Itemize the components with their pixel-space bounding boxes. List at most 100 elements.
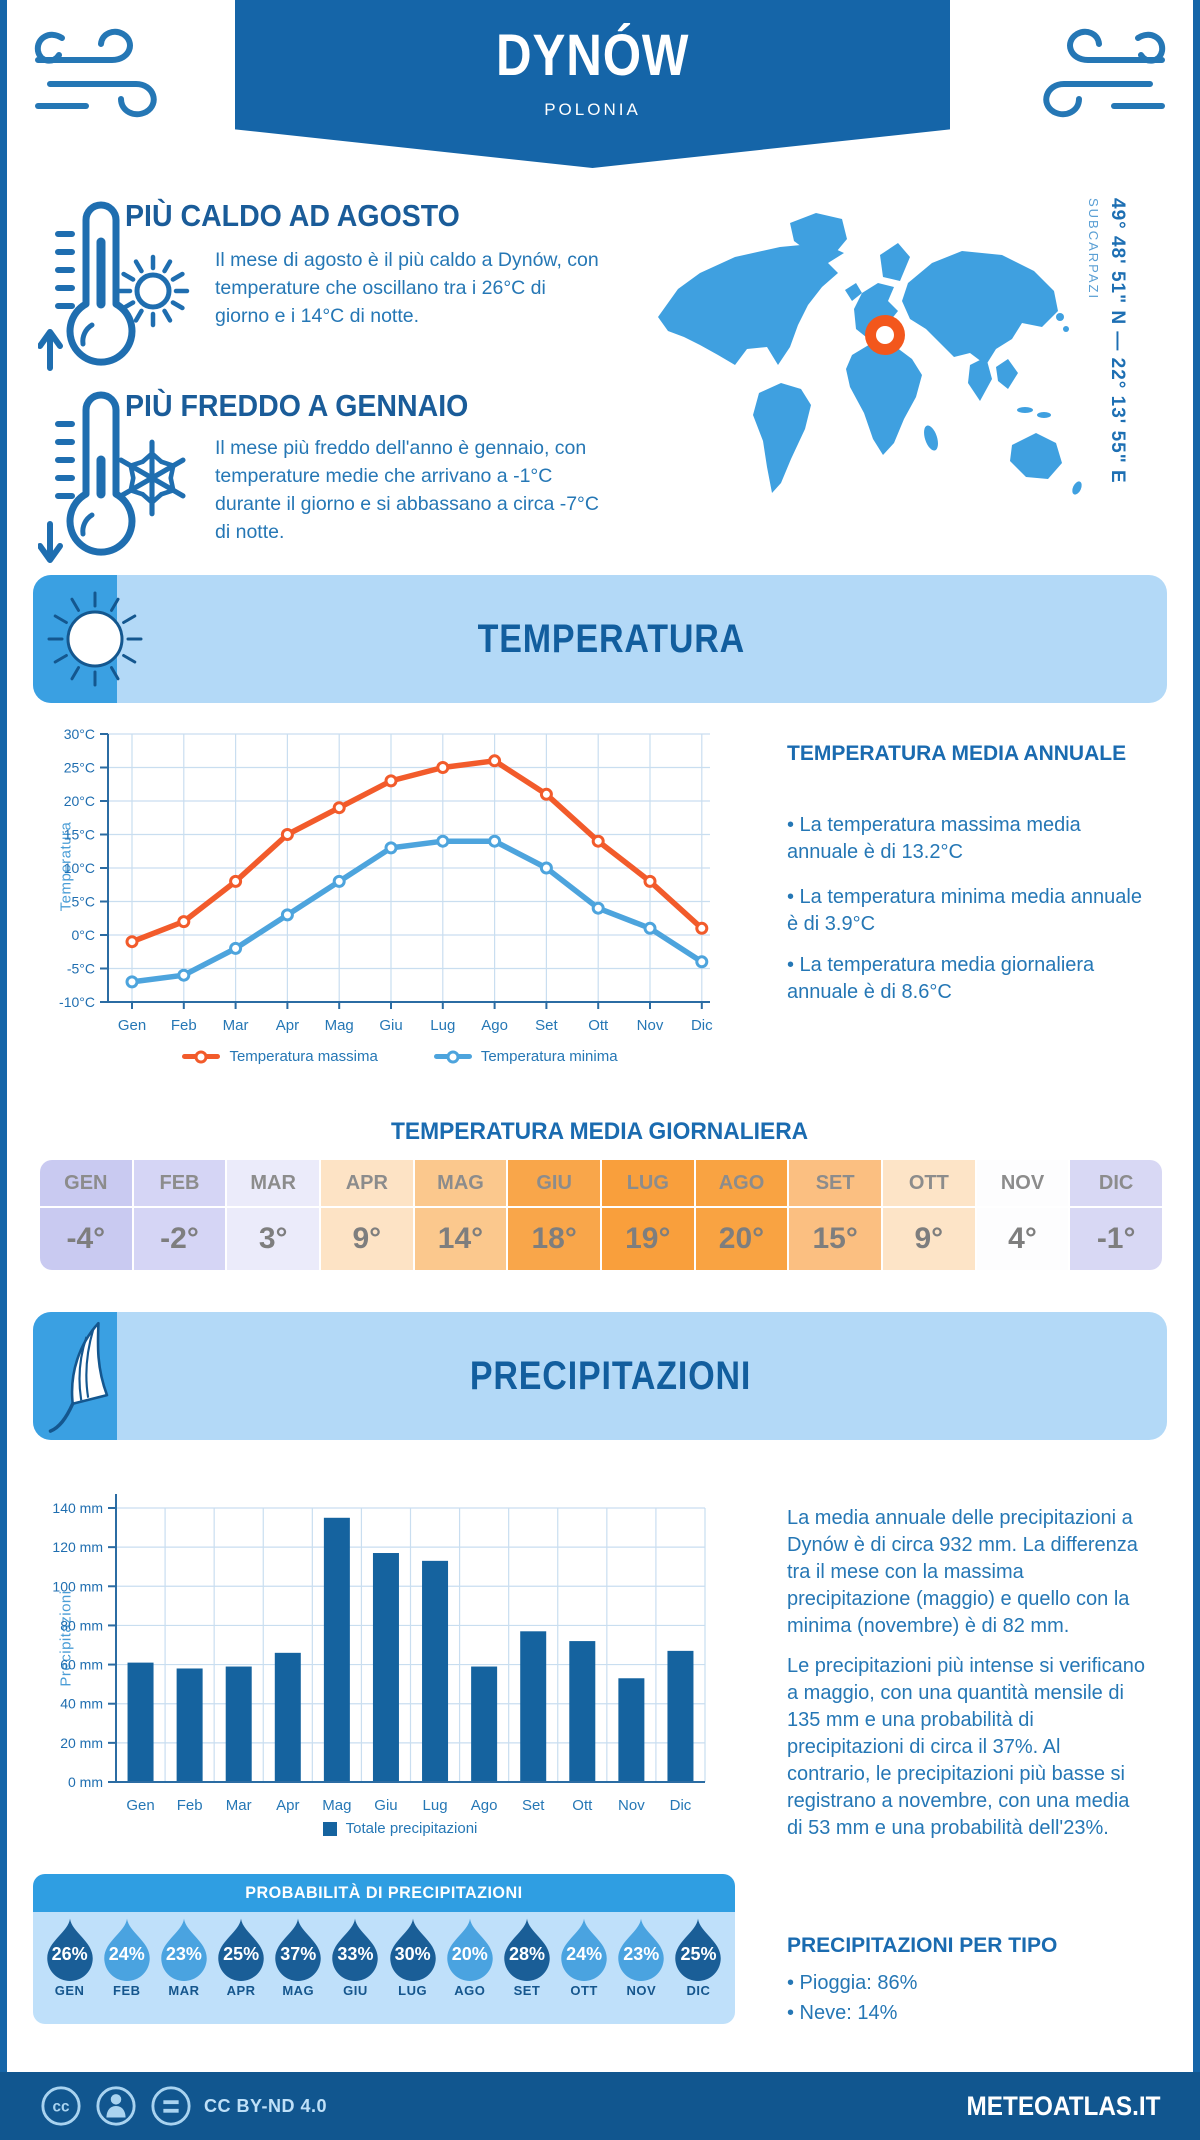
svg-text:25°C: 25°C — [64, 760, 95, 776]
bar-dic — [667, 1650, 694, 1782]
precipitation-bar-chart: 140 mm 120 mm 100 mm 80 mm 60 mm 40 mm 20 mm 0 … — [52, 1494, 706, 1814]
x-tick-label: Nov — [618, 1797, 645, 1814]
svg-text:30°C: 30°C — [64, 726, 95, 742]
x-tick-label: Ott — [588, 1017, 609, 1034]
license-label: CC BY-ND 4.0 — [204, 2095, 328, 2116]
svg-text:20°C: 20°C — [64, 793, 95, 809]
svg-text:80 mm: 80 mm — [60, 1617, 103, 1633]
table-month-ago: AGO — [695, 1160, 788, 1206]
table-value-set: 15° — [789, 1208, 881, 1270]
table-month-nov: NOV — [976, 1160, 1069, 1206]
svg-text:cc: cc — [53, 2099, 70, 2116]
drop-percentage: 33% — [337, 1944, 374, 1964]
probability-drop-nov: 23% NOV — [613, 1912, 670, 2024]
probability-header: PROBABILITÀ DI PRECIPITAZIONI — [33, 1874, 735, 1912]
table-month-set: SET — [789, 1160, 881, 1206]
probability-drop-ott: 24% OTT — [556, 1912, 613, 2024]
equals-icon — [151, 2086, 191, 2126]
x-tick-label: Mag — [325, 1017, 354, 1034]
svg-text:5°C: 5°C — [72, 894, 96, 910]
rain-drop-icon — [389, 1918, 436, 1981]
x-tick-label: Set — [535, 1017, 558, 1034]
svg-text:15°C: 15°C — [64, 827, 95, 843]
wind-icon — [1043, 28, 1166, 118]
x-tick-label: Gen — [118, 1017, 146, 1034]
rain-drop-icon — [218, 1918, 264, 1981]
x-tick-label: Apr — [276, 1797, 299, 1814]
drop-month-label: GEN — [54, 1983, 85, 1998]
x-tick-label: Ago — [471, 1797, 498, 1814]
country-subtitle: POLONIA — [544, 100, 641, 119]
precip-paragraph-2: Le precipitazioni più intense si verific… — [787, 1655, 1145, 1839]
drop-month-label: SET — [513, 1983, 541, 1998]
table-month-ott: OTT — [882, 1160, 975, 1206]
left-border — [0, 0, 7, 2140]
probability-drop-feb: 24% FEB — [98, 1912, 155, 2024]
drop-month-label: MAG — [282, 1983, 315, 1998]
table-value-nov: 4° — [976, 1208, 1069, 1270]
drop-percentage: 24% — [566, 1944, 603, 1964]
rain-drop-icon — [161, 1918, 207, 1981]
drop-percentage: 23% — [165, 1944, 202, 1964]
table-value-giu: 18° — [508, 1208, 600, 1270]
umbrella-icon — [48, 1321, 109, 1433]
site-label: METEOATLAS.IT — [966, 2090, 1160, 2121]
legend-item-max: Temperatura massima — [182, 1048, 378, 1065]
coordinates-label: 49° 48' 51" N — 22° 13' 55" E — [1107, 198, 1128, 484]
x-tick-label: Lug — [423, 1797, 448, 1814]
table-value-lug: 19° — [601, 1208, 694, 1270]
svg-text:0°C: 0°C — [72, 927, 96, 943]
precip-paragraph-1: La media annuale delle precipitazioni a … — [787, 1507, 1138, 1637]
x-tick-label: Apr — [276, 1017, 299, 1034]
probability-drop-dic: 25% DIC — [670, 1912, 727, 2024]
x-tick-label: Feb — [171, 1017, 197, 1034]
line-series — [129, 758, 705, 945]
table-value-mag: 14° — [414, 1208, 507, 1270]
table-month-feb: FEB — [133, 1160, 226, 1206]
probability-drops: 26% GEN 24% FEB 23% MAR 25% APR 37% MAG 33% GIU 30% L… — [33, 1912, 735, 2024]
wind-icon — [34, 28, 157, 118]
bar-ago — [471, 1666, 498, 1782]
drop-month-label: FEB — [113, 1983, 141, 1998]
table-month-mag: MAG — [414, 1160, 507, 1206]
svg-text:60 mm: 60 mm — [60, 1657, 103, 1673]
probability-drop-lug: 30% LUG — [384, 1912, 441, 2024]
daily-temp-table: GEN FEB MAR APR MAG GIU LUG AGO SET OTT NOV DIC -4° -… — [40, 1160, 1162, 1270]
sun-icon — [116, 254, 190, 328]
x-tick-label: Ago — [481, 1017, 508, 1034]
drop-month-label: DIC — [686, 1983, 711, 1998]
x-tick-label: Gen — [126, 1797, 154, 1814]
precipitation-banner — [33, 1312, 1167, 1440]
max-line-swatch — [182, 1050, 221, 1063]
drop-percentage: 25% — [223, 1944, 260, 1964]
precip-chart-legend: Totale precipitazioni — [50, 1820, 750, 1837]
precip-by-type-title: PRECIPITAZIONI PER TIPO — [787, 1934, 1058, 1957]
total-precip-swatch — [322, 1821, 337, 1836]
annual-temp-title: TEMPERATURA MEDIA ANNUALE — [787, 742, 1127, 765]
drop-month-label: GIU — [343, 1983, 368, 1998]
highlight-hot-text: Il mese di agosto è il più caldo a Dynów… — [215, 249, 599, 327]
table-value-feb: -2° — [133, 1208, 226, 1270]
svg-text:0 mm: 0 mm — [68, 1774, 103, 1790]
rain-drop-icon — [447, 1918, 493, 1981]
bar-giu — [372, 1553, 399, 1782]
rain-drop-icon — [675, 1918, 722, 1981]
highlight-cold-title: PIÙ FREDDO A GENNAIO — [125, 388, 469, 423]
probability-drop-gen: 26% GEN — [41, 1912, 98, 2024]
x-tick-label: Giu — [374, 1797, 397, 1814]
bar-set — [520, 1631, 547, 1782]
bar-apr — [274, 1652, 301, 1782]
temperature-section-title: TEMPERATURA — [477, 616, 745, 661]
bar-lug — [422, 1560, 449, 1782]
location-marker-icon — [865, 315, 905, 355]
svg-text:-10°C: -10°C — [59, 994, 95, 1010]
drop-percentage: 24% — [108, 1944, 145, 1964]
table-value-ott: 9° — [882, 1208, 975, 1270]
person-icon — [96, 2086, 136, 2126]
table-value-apr: 9° — [320, 1208, 413, 1270]
page-title: DYNÓW — [495, 23, 690, 88]
x-tick-label: Ott — [572, 1797, 593, 1814]
footer-bar: cc CC BY-ND 4.0 METEOATLAS.IT — [0, 2072, 1200, 2140]
x-tick-label: Set — [522, 1797, 545, 1814]
license-icons: cc — [40, 2085, 192, 2127]
